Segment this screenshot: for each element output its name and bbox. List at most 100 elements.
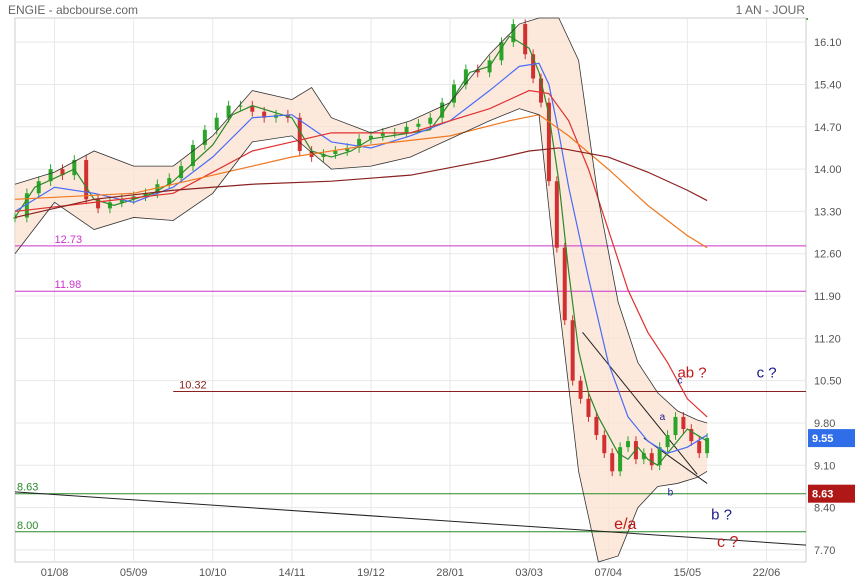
candle-body-50 (578, 380, 583, 399)
candle-body-9 (119, 199, 124, 203)
candle-body-17 (214, 117, 219, 130)
candle-body-56 (626, 441, 631, 448)
series-line-4 (14, 147, 708, 219)
candle-body-26 (321, 154, 326, 158)
x-tick-label-3: 14/11 (278, 567, 305, 579)
candle-body-14 (179, 166, 184, 179)
y-tick-label-6: 11.90 (814, 291, 841, 303)
candle-body-45 (539, 78, 544, 103)
candle-body-31 (380, 132, 385, 136)
candle-body-61 (665, 435, 670, 448)
candle-body-13 (167, 178, 172, 185)
candle-body-64 (689, 429, 694, 442)
x-tick-label-4: 19/12 (357, 567, 385, 579)
candle-body-54 (610, 453, 615, 472)
candle-body-35 (428, 117, 433, 124)
x-tick-label-8: 15/05 (674, 567, 702, 579)
candle-body-0 (13, 217, 17, 219)
series-line-1 (14, 62, 708, 454)
candle-body-5 (72, 160, 77, 176)
candle-body-46 (546, 102, 551, 182)
x-tick-label-2: 10/10 (199, 567, 227, 579)
series-line-5 (14, 108, 708, 563)
candle-body-18 (226, 105, 231, 118)
candle-body-12 (155, 184, 160, 194)
y-tick-label-10: 9.10 (814, 460, 835, 472)
candle-body-38 (463, 69, 468, 85)
level-label-0: 12.73 (55, 234, 83, 246)
long-trendline (14, 491, 807, 546)
wave-annotation-3: ab ? (677, 365, 706, 382)
support-price-tag: 8.63 (812, 489, 833, 501)
x-tick-label-1: 05/09 (120, 567, 148, 579)
y-tick-label-9: 9.80 (814, 418, 835, 430)
level-label-4: 8.00 (17, 520, 38, 532)
wave-annotation-5: b ? (711, 507, 732, 524)
candle-body-55 (618, 447, 623, 472)
candle-body-24 (297, 117, 302, 151)
y-tick-label-1: 15.40 (814, 79, 842, 91)
candle-body-47 (554, 181, 559, 248)
chart-title: ENGIE - abcbourse.com (8, 3, 139, 17)
series-line-2 (14, 89, 708, 418)
level-label-3: 8.63 (17, 482, 38, 494)
candle-body-59 (649, 453, 654, 466)
candle-body-60 (657, 447, 662, 466)
candle-body-21 (262, 111, 267, 118)
candle-body-30 (368, 135, 373, 139)
candle-body-28 (345, 147, 350, 151)
downtrend-line (582, 331, 698, 475)
y-tick-label-4: 13.30 (814, 206, 842, 218)
series-line-6 (14, 17, 708, 424)
x-tick-label-9: 22/06 (753, 567, 781, 579)
candle-body-3 (48, 169, 53, 182)
wave-annotation-4: c ? (757, 365, 777, 382)
candle-body-41 (499, 42, 504, 61)
candle-body-36 (440, 102, 445, 118)
y-tick-label-5: 12.60 (814, 249, 842, 261)
candle-body-34 (416, 123, 421, 127)
y-tick-label-8: 10.50 (814, 376, 842, 388)
y-tick-label-2: 14.70 (814, 122, 842, 134)
candle-body-1 (24, 193, 29, 218)
wave-annotation-6: e/a (614, 516, 636, 533)
support-price-tag-bg (808, 484, 855, 503)
candle-body-62 (673, 416, 678, 436)
candle-body-51 (586, 398, 591, 417)
candle-body-43 (523, 24, 528, 55)
wave-annotation-7: c ? (717, 534, 738, 551)
y-tick-label-0: 16.10 (814, 37, 842, 49)
x-tick-label-5: 28/01 (436, 567, 464, 579)
candle-body-49 (570, 320, 575, 381)
candle-body-15 (190, 144, 195, 167)
candle-body-39 (475, 69, 480, 73)
wave-annotation-2: c (677, 376, 682, 387)
series-line-3 (14, 114, 708, 249)
wave-annotation-1: b (668, 488, 674, 499)
candle-body-16 (202, 129, 207, 145)
candle-body-48 (562, 247, 567, 321)
y-tick-label-3: 14.00 (814, 164, 842, 176)
candle-body-53 (602, 435, 607, 454)
candle-body-20 (250, 105, 255, 112)
candle-body-66 (705, 438, 710, 454)
x-tick-label-6: 03/03 (515, 567, 543, 579)
y-tick-label-11: 8.40 (814, 503, 835, 515)
candle-body-4 (60, 169, 65, 176)
level-label-1: 11.98 (55, 279, 82, 291)
candle-body-11 (143, 193, 148, 197)
candle-body-29 (357, 138, 362, 148)
last-price-tag: 9.55 (812, 433, 833, 445)
level-label-2: 10.32 (179, 380, 207, 392)
candle-body-2 (36, 181, 41, 194)
candle-body-42 (511, 24, 516, 43)
x-tick-label-7: 07/04 (594, 567, 622, 579)
period-selector[interactable]: 1 AN - JOUR (735, 3, 805, 17)
last-price-tag-bg (808, 429, 855, 448)
candle-body-65 (697, 441, 702, 454)
candle-body-58 (641, 453, 646, 460)
wave-annotation-0: a (660, 412, 666, 423)
candle-body-6 (84, 160, 89, 200)
candle-body-52 (594, 416, 599, 436)
